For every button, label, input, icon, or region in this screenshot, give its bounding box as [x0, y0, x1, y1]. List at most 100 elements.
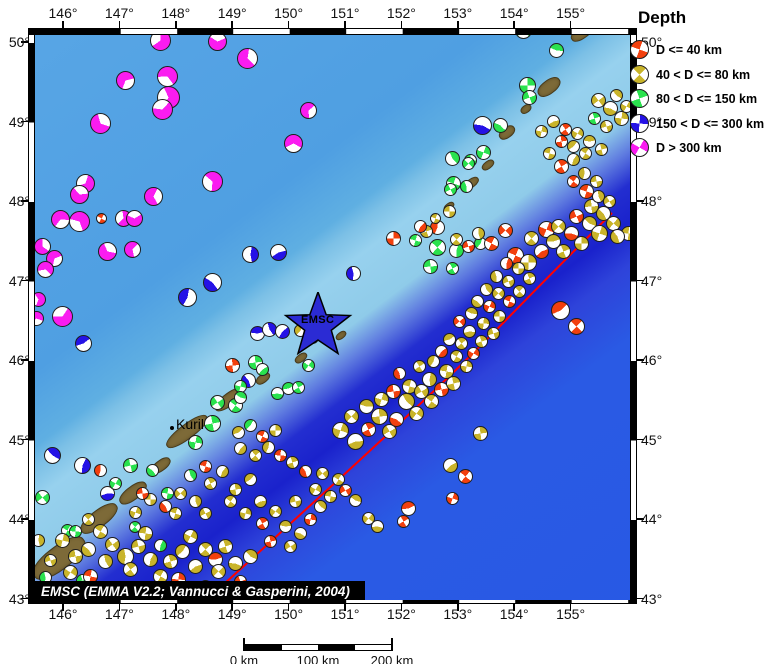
degree-tick: [569, 21, 572, 28]
focal-mechanism-marker: [207, 35, 227, 51]
focal-mechanism-marker: [274, 323, 290, 339]
axis-label-top: 148°: [161, 5, 191, 21]
focal-mechanism-marker: [67, 548, 83, 564]
focal-mechanism-marker: [68, 524, 82, 538]
focal-mechanism-marker: [122, 561, 138, 577]
focal-mechanism-marker: [582, 134, 596, 148]
focal-mechanism-marker: [346, 432, 364, 450]
focal-mechanism-marker: [242, 548, 258, 564]
legend-label: D > 300 km: [656, 141, 722, 155]
focal-mechanism-marker: [578, 146, 592, 160]
focal-mechanism-marker: [231, 425, 245, 439]
degree-tick: [569, 604, 572, 611]
focal-mechanism-marker: [589, 174, 603, 188]
focal-mechanism-marker: [396, 514, 410, 528]
focal-mechanism-marker: [483, 235, 499, 251]
focal-mechanism-marker: [443, 182, 457, 196]
legend-label: 80 < D <= 150 km: [656, 92, 758, 106]
focal-mechanism-marker: [534, 124, 548, 138]
degree-tick: [21, 518, 28, 520]
focal-mechanism-marker: [548, 42, 564, 58]
scale-bar-label: 0 km: [229, 653, 259, 664]
focal-mechanism-marker: [511, 261, 525, 275]
degree-tick: [400, 21, 403, 28]
axis-label-left: 45°: [8, 431, 30, 448]
focal-mechanism-marker: [392, 366, 406, 380]
focal-mechanism-marker: [182, 528, 198, 544]
scale-bar-segment: [354, 645, 391, 650]
legend-item: D > 300 km: [628, 138, 771, 160]
focal-mechanism-marker: [301, 358, 315, 372]
frame-corner: [630, 597, 637, 604]
focal-mechanism-marker: [343, 408, 359, 424]
focal-mechanism-marker: [563, 225, 579, 241]
scale-bar-label: 200 km: [370, 653, 414, 664]
focal-mechanism-marker: [145, 463, 159, 477]
focal-mechanism-marker: [461, 156, 475, 170]
scale-bar-segment: [281, 645, 318, 650]
degree-tick: [637, 597, 644, 600]
degree-tick: [457, 21, 459, 28]
axis-label-right: 43°: [641, 590, 663, 607]
focal-mechanism-marker: [283, 133, 303, 153]
focal-mechanism-marker: [278, 519, 292, 533]
focal-mechanism-marker: [422, 258, 438, 274]
focal-mechanism-marker: [158, 499, 172, 513]
focal-mechanism-marker: [187, 558, 203, 574]
legend-label: 40 < D <= 80 km: [656, 67, 751, 82]
focal-mechanism-marker: [533, 243, 549, 259]
scale-bar-tick: [243, 638, 245, 651]
focal-mechanism-marker: [128, 505, 142, 519]
legend-title: Depth: [638, 8, 687, 27]
focal-mechanism-marker: [203, 476, 217, 490]
focal-mechanism-marker: [442, 332, 456, 346]
focal-mechanism-marker: [360, 421, 376, 437]
focal-mechanism-marker: [445, 375, 461, 391]
focal-mechanism-marker: [89, 112, 111, 134]
degree-tick: [344, 21, 346, 28]
focal-mechanism-marker: [108, 476, 122, 490]
focal-mechanism-marker: [449, 349, 463, 363]
axis-label-right: 44°: [641, 511, 663, 527]
focal-mechanism-marker: [590, 224, 608, 242]
focal-mechanism-marker: [283, 539, 297, 553]
focal-mechanism-marker: [261, 440, 275, 454]
focal-mechanism-marker: [43, 446, 61, 464]
focal-mechanism-marker: [269, 243, 287, 261]
focal-mechanism-marker: [492, 309, 506, 323]
focal-mechanism-marker: [99, 485, 115, 501]
focal-mechanism-marker: [54, 532, 70, 548]
focal-mechanism-marker: [599, 119, 613, 133]
focal-mechanism-marker: [461, 239, 475, 253]
focal-mechanism-marker: [156, 65, 178, 87]
focal-mechanism-marker: [255, 516, 269, 530]
focal-mechanism-marker: [97, 241, 117, 261]
focal-mechanism-marker: [470, 294, 484, 308]
degree-tick: [21, 120, 28, 123]
degree-tick: [21, 597, 28, 600]
frame-corner: [630, 28, 637, 35]
degree-tick: [21, 359, 28, 361]
focal-mechanism-marker: [313, 499, 327, 513]
focal-mechanism-marker: [50, 209, 70, 229]
focal-mechanism-marker: [472, 425, 488, 441]
focal-mechanism-marker: [438, 363, 454, 379]
focal-mechanism-marker: [475, 144, 491, 160]
focal-mechanism-marker: [546, 114, 560, 128]
focal-mechanism-marker: [201, 170, 223, 192]
focal-mechanism-marker: [209, 394, 225, 410]
focal-mechanism-marker: [550, 218, 566, 234]
axis-label-top: 152°: [386, 5, 416, 21]
degree-tick: [637, 359, 644, 361]
focal-mechanism-marker: [429, 212, 441, 224]
focal-mechanism-marker: [459, 359, 473, 373]
focal-mechanism-marker: [512, 284, 526, 298]
focal-mechanism-marker: [95, 212, 107, 224]
legend-item: 150 < D <= 300 km: [628, 113, 771, 136]
degree-tick: [21, 438, 28, 441]
degree-tick: [62, 604, 64, 611]
axis-label-bottom: 147°: [104, 606, 134, 622]
axis-label-bottom: 153°: [443, 606, 473, 622]
focal-mechanism-marker: [160, 486, 174, 500]
